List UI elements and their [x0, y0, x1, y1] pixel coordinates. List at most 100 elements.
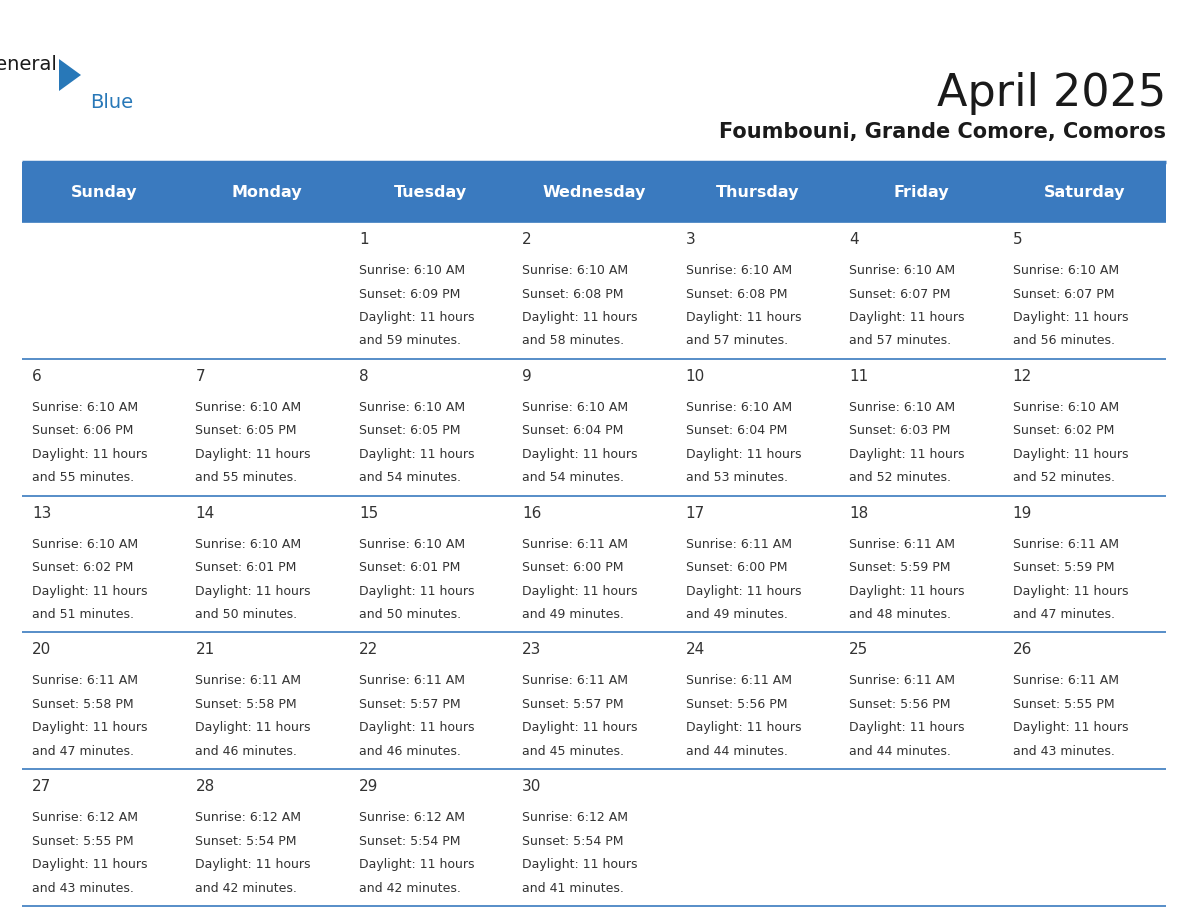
- Text: and 54 minutes.: and 54 minutes.: [523, 471, 624, 485]
- Text: Sunset: 6:07 PM: Sunset: 6:07 PM: [849, 287, 950, 300]
- Text: Sunrise: 6:10 AM: Sunrise: 6:10 AM: [523, 264, 628, 277]
- Text: Sunrise: 6:12 AM: Sunrise: 6:12 AM: [32, 812, 138, 824]
- Text: 15: 15: [359, 506, 378, 521]
- Text: Daylight: 11 hours: Daylight: 11 hours: [359, 448, 474, 461]
- Text: Sunset: 6:04 PM: Sunset: 6:04 PM: [523, 424, 624, 437]
- Text: Sunrise: 6:12 AM: Sunrise: 6:12 AM: [359, 812, 465, 824]
- Text: and 52 minutes.: and 52 minutes.: [1012, 471, 1114, 485]
- Text: and 48 minutes.: and 48 minutes.: [849, 608, 952, 621]
- Bar: [23, 769, 1165, 906]
- Text: Sunset: 5:55 PM: Sunset: 5:55 PM: [32, 834, 133, 847]
- Text: and 47 minutes.: and 47 minutes.: [32, 744, 134, 758]
- Text: Sunset: 5:54 PM: Sunset: 5:54 PM: [523, 834, 624, 847]
- Text: Sunrise: 6:11 AM: Sunrise: 6:11 AM: [1012, 538, 1119, 551]
- Text: Blue: Blue: [90, 93, 133, 112]
- Text: and 43 minutes.: and 43 minutes.: [1012, 744, 1114, 758]
- Text: Sunrise: 6:11 AM: Sunrise: 6:11 AM: [359, 675, 465, 688]
- Text: and 58 minutes.: and 58 minutes.: [523, 334, 625, 348]
- Text: Sunset: 6:01 PM: Sunset: 6:01 PM: [359, 561, 460, 574]
- Bar: [23, 633, 1165, 769]
- Text: 29: 29: [359, 779, 378, 794]
- Text: and 49 minutes.: and 49 minutes.: [685, 608, 788, 621]
- Text: Monday: Monday: [232, 185, 303, 199]
- Text: and 42 minutes.: and 42 minutes.: [359, 881, 461, 895]
- Text: Wednesday: Wednesday: [542, 185, 646, 199]
- Text: Sunset: 5:58 PM: Sunset: 5:58 PM: [196, 698, 297, 711]
- Text: Daylight: 11 hours: Daylight: 11 hours: [1012, 722, 1129, 734]
- Text: Daylight: 11 hours: Daylight: 11 hours: [685, 722, 801, 734]
- Text: and 56 minutes.: and 56 minutes.: [1012, 334, 1114, 348]
- Text: Daylight: 11 hours: Daylight: 11 hours: [196, 448, 311, 461]
- Text: Friday: Friday: [893, 185, 949, 199]
- Text: Sunset: 5:59 PM: Sunset: 5:59 PM: [849, 561, 950, 574]
- Text: 17: 17: [685, 506, 704, 521]
- Text: 11: 11: [849, 369, 868, 384]
- Text: Daylight: 11 hours: Daylight: 11 hours: [523, 448, 638, 461]
- Text: and 57 minutes.: and 57 minutes.: [849, 334, 952, 348]
- Text: and 47 minutes.: and 47 minutes.: [1012, 608, 1114, 621]
- Text: Sunset: 5:58 PM: Sunset: 5:58 PM: [32, 698, 133, 711]
- Text: Sunrise: 6:10 AM: Sunrise: 6:10 AM: [359, 264, 465, 277]
- Text: 5: 5: [1012, 232, 1022, 247]
- Text: Sunrise: 6:10 AM: Sunrise: 6:10 AM: [196, 401, 302, 414]
- Text: Thursday: Thursday: [715, 185, 800, 199]
- Text: Sunrise: 6:11 AM: Sunrise: 6:11 AM: [523, 538, 628, 551]
- Polygon shape: [59, 59, 81, 91]
- Text: General: General: [0, 55, 58, 74]
- Text: Sunrise: 6:11 AM: Sunrise: 6:11 AM: [849, 538, 955, 551]
- Text: Daylight: 11 hours: Daylight: 11 hours: [1012, 311, 1129, 324]
- Text: Sunset: 5:54 PM: Sunset: 5:54 PM: [196, 834, 297, 847]
- Text: and 46 minutes.: and 46 minutes.: [196, 744, 297, 758]
- Text: Sunrise: 6:11 AM: Sunrise: 6:11 AM: [1012, 675, 1119, 688]
- Text: 16: 16: [523, 506, 542, 521]
- Text: Sunrise: 6:10 AM: Sunrise: 6:10 AM: [196, 538, 302, 551]
- Text: Saturday: Saturday: [1043, 185, 1125, 199]
- Text: Sunrise: 6:10 AM: Sunrise: 6:10 AM: [849, 264, 955, 277]
- Text: Sunset: 5:54 PM: Sunset: 5:54 PM: [359, 834, 461, 847]
- Text: 14: 14: [196, 506, 215, 521]
- Text: Sunset: 6:02 PM: Sunset: 6:02 PM: [1012, 424, 1114, 437]
- Text: Daylight: 11 hours: Daylight: 11 hours: [1012, 585, 1129, 598]
- Text: and 55 minutes.: and 55 minutes.: [32, 471, 134, 485]
- Text: Daylight: 11 hours: Daylight: 11 hours: [685, 311, 801, 324]
- Text: 8: 8: [359, 369, 368, 384]
- Bar: [23, 496, 1165, 633]
- Text: 12: 12: [1012, 369, 1032, 384]
- Text: 27: 27: [32, 779, 51, 794]
- Text: Sunset: 6:02 PM: Sunset: 6:02 PM: [32, 561, 133, 574]
- Text: 25: 25: [849, 643, 868, 657]
- Text: Sunrise: 6:10 AM: Sunrise: 6:10 AM: [685, 264, 792, 277]
- Text: and 52 minutes.: and 52 minutes.: [849, 471, 952, 485]
- Text: Sunrise: 6:10 AM: Sunrise: 6:10 AM: [32, 538, 138, 551]
- Bar: [23, 222, 1165, 359]
- Text: Daylight: 11 hours: Daylight: 11 hours: [32, 448, 147, 461]
- Text: and 51 minutes.: and 51 minutes.: [32, 608, 134, 621]
- Text: 13: 13: [32, 506, 51, 521]
- Text: Sunset: 5:56 PM: Sunset: 5:56 PM: [685, 698, 788, 711]
- Text: Daylight: 11 hours: Daylight: 11 hours: [196, 858, 311, 871]
- Text: Sunrise: 6:12 AM: Sunrise: 6:12 AM: [523, 812, 628, 824]
- Text: and 54 minutes.: and 54 minutes.: [359, 471, 461, 485]
- Text: Daylight: 11 hours: Daylight: 11 hours: [32, 585, 147, 598]
- Text: Daylight: 11 hours: Daylight: 11 hours: [685, 585, 801, 598]
- Text: 24: 24: [685, 643, 704, 657]
- Text: Sunset: 6:09 PM: Sunset: 6:09 PM: [359, 287, 460, 300]
- Text: and 57 minutes.: and 57 minutes.: [685, 334, 788, 348]
- Text: Daylight: 11 hours: Daylight: 11 hours: [359, 858, 474, 871]
- Text: Daylight: 11 hours: Daylight: 11 hours: [685, 448, 801, 461]
- Text: Sunset: 6:05 PM: Sunset: 6:05 PM: [196, 424, 297, 437]
- Text: Sunset: 5:57 PM: Sunset: 5:57 PM: [523, 698, 624, 711]
- Text: 18: 18: [849, 506, 868, 521]
- Text: Sunrise: 6:10 AM: Sunrise: 6:10 AM: [359, 538, 465, 551]
- Bar: [23, 359, 1165, 496]
- Text: and 49 minutes.: and 49 minutes.: [523, 608, 624, 621]
- Text: 1: 1: [359, 232, 368, 247]
- Text: Daylight: 11 hours: Daylight: 11 hours: [1012, 448, 1129, 461]
- Text: 6: 6: [32, 369, 42, 384]
- Text: 9: 9: [523, 369, 532, 384]
- Text: Daylight: 11 hours: Daylight: 11 hours: [849, 722, 965, 734]
- Text: 22: 22: [359, 643, 378, 657]
- Text: Daylight: 11 hours: Daylight: 11 hours: [523, 311, 638, 324]
- Text: Sunset: 6:03 PM: Sunset: 6:03 PM: [849, 424, 950, 437]
- Text: Sunrise: 6:10 AM: Sunrise: 6:10 AM: [523, 401, 628, 414]
